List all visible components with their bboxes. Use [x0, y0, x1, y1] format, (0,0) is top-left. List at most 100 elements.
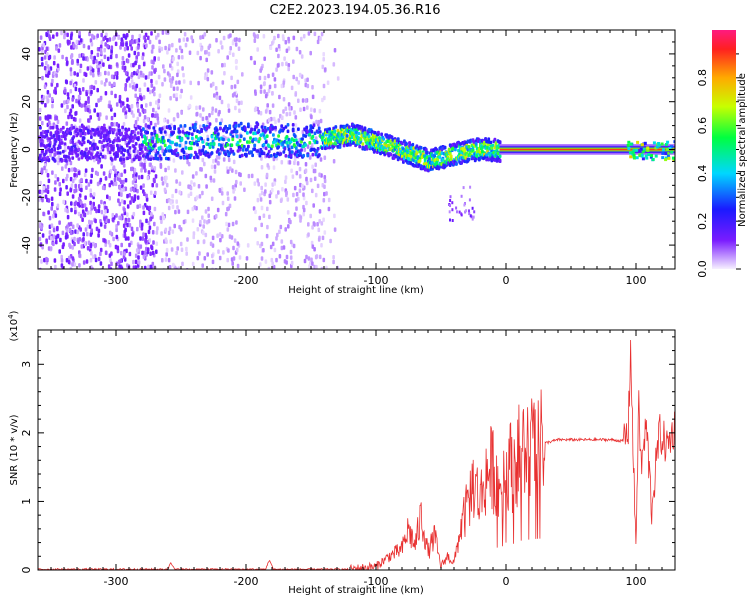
- spectrogram-ylabel: Frequency (Hz): [9, 112, 20, 188]
- heatmap-cell: [106, 56, 110, 62]
- heatmap-cell: [131, 85, 135, 90]
- heatmap-cell: [289, 219, 292, 225]
- heatmap-cell: [110, 161, 114, 166]
- heatmap-cell: [178, 143, 182, 148]
- heatmap-cell: [280, 239, 284, 244]
- heatmap-cell: [50, 97, 54, 102]
- heatmap-cell: [310, 240, 314, 246]
- heatmap-cell: [313, 176, 317, 181]
- heatmap-cell: [172, 158, 176, 163]
- heatmap-cell: [314, 254, 318, 260]
- heatmap-cell: [181, 261, 184, 267]
- heatmap-cell: [49, 125, 53, 130]
- heatmap-cell: [128, 155, 132, 160]
- heatmap-cell: [271, 144, 274, 148]
- heatmap-cell: [644, 154, 648, 158]
- heatmap-cell: [184, 42, 188, 48]
- heatmap-cell: [218, 109, 221, 115]
- heatmap-cell: [90, 132, 93, 136]
- y-tick-label: 20: [20, 95, 33, 109]
- heatmap-cell: [276, 63, 280, 68]
- heatmap-cell: [291, 123, 295, 127]
- colorbar-tick-label: 0.2: [696, 212, 709, 230]
- heatmap-cell: [129, 200, 132, 205]
- heatmap-cell: [246, 243, 250, 248]
- heatmap-cell: [138, 203, 142, 209]
- heatmap-cell: [161, 82, 164, 87]
- heatmap-cell: [127, 127, 131, 132]
- heatmap-cell: [327, 206, 331, 212]
- heatmap-cell: [211, 106, 214, 111]
- heatmap-cell: [56, 63, 60, 68]
- heatmap-cell: [71, 256, 75, 261]
- heatmap-cell: [231, 93, 235, 98]
- heatmap-cell: [103, 54, 107, 60]
- heatmap-cell: [256, 178, 260, 183]
- heatmap-cell: [425, 151, 429, 155]
- heatmap-cell: [73, 236, 76, 242]
- heatmap-cell: [86, 224, 90, 229]
- heatmap-cell: [212, 178, 216, 183]
- colorbar-tick-label: 0.4: [696, 165, 709, 183]
- heatmap-cell: [120, 37, 124, 42]
- heatmap-cell: [295, 206, 298, 211]
- heatmap-cell: [48, 224, 52, 229]
- heatmap-cell: [99, 251, 102, 257]
- heatmap-cell: [419, 146, 423, 150]
- heatmap-cell: [147, 229, 151, 235]
- heatmap-cell: [323, 95, 326, 101]
- heatmap-cell: [156, 226, 159, 231]
- heatmap-cell: [232, 269, 235, 274]
- heatmap-cell: [171, 76, 175, 81]
- heatmap-cell: [50, 196, 54, 201]
- heatmap-cell: [82, 237, 85, 242]
- heatmap-cell: [409, 151, 413, 156]
- heatmap-cell: [131, 139, 135, 143]
- heatmap-cell: [44, 103, 47, 108]
- heatmap-cell: [89, 38, 93, 43]
- heatmap-cell: [273, 35, 276, 41]
- heatmap-cell: [363, 126, 367, 131]
- heatmap-cell: [218, 187, 222, 193]
- heatmap-cell: [283, 147, 287, 151]
- heatmap-cell: [61, 54, 64, 60]
- heatmap-cell: [55, 239, 58, 245]
- heatmap-cell: [187, 131, 191, 136]
- heatmap-cell: [46, 52, 49, 57]
- heatmap-cell: [168, 78, 172, 83]
- heatmap-cell: [54, 180, 57, 185]
- heatmap-cell: [304, 82, 308, 88]
- heatmap-cell: [119, 158, 122, 162]
- heatmap-cell: [84, 168, 88, 173]
- heatmap-cell: [310, 129, 314, 134]
- heatmap-cell: [161, 30, 165, 35]
- heatmap-cell: [199, 219, 202, 225]
- heatmap-cell: [149, 264, 153, 269]
- heatmap-cell: [137, 175, 141, 180]
- heatmap-cell: [218, 95, 222, 101]
- heatmap-cell: [136, 131, 140, 135]
- heatmap-cell: [322, 52, 325, 57]
- heatmap-cell: [56, 226, 59, 232]
- heatmap-cell: [318, 108, 322, 114]
- heatmap-cell: [221, 63, 224, 68]
- heatmap-cell: [319, 157, 323, 162]
- heatmap-cell: [90, 42, 94, 47]
- heatmap-cell: [85, 91, 88, 97]
- heatmap-cell: [186, 209, 190, 215]
- heatmap-cell: [132, 113, 135, 118]
- figure-title: C2E2.2023.194.05.36.R16: [269, 3, 440, 18]
- heatmap-cell: [143, 109, 147, 114]
- heatmap-cell: [85, 259, 89, 264]
- heatmap-cell: [133, 39, 137, 44]
- heatmap-cell: [302, 106, 306, 112]
- heatmap-cell: [292, 59, 295, 64]
- heatmap-cell: [222, 157, 226, 162]
- heatmap-cell: [52, 60, 56, 66]
- heatmap-cell: [380, 132, 383, 137]
- heatmap-cell: [48, 93, 51, 98]
- heatmap-cell: [230, 235, 234, 240]
- heatmap-cell: [157, 98, 161, 104]
- heatmap-cell: [90, 89, 93, 95]
- heatmap-cell: [108, 81, 111, 86]
